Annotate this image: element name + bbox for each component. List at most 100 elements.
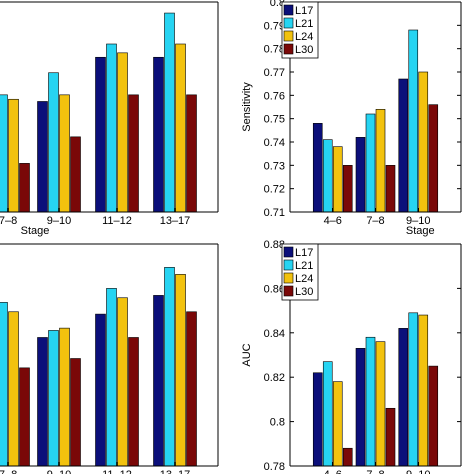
y-tick-label: 0.72: [264, 184, 285, 196]
x-tick-label: 7–8: [366, 469, 384, 474]
x-tick-label: 9–10: [47, 469, 71, 474]
legend-swatch-l17: [283, 246, 294, 258]
bar-l21-4: [164, 12, 175, 213]
bar-l24-4: [175, 274, 186, 467]
legend-swatch-l24: [283, 272, 294, 284]
bar-l30-2: [70, 136, 81, 213]
legend-label-l24: L24: [295, 273, 313, 285]
bar-l24-3: [117, 52, 128, 213]
legend-swatch-l30: [283, 285, 294, 297]
bar-l21-1: [322, 139, 333, 213]
bar-l17-3: [398, 328, 409, 467]
x-tick-label: 13–17: [160, 469, 191, 474]
bar-l30-2: [70, 358, 81, 467]
x-tick-label: 7–8: [0, 215, 17, 227]
legend-label-l21: L21: [295, 18, 313, 30]
bar-l21-2: [48, 72, 59, 213]
bar-l17-3: [95, 313, 106, 467]
y-axis-label: AUC: [241, 343, 253, 366]
bar-l17-1: [312, 372, 323, 467]
legend-label-l30: L30: [295, 44, 313, 56]
bar-l30-3: [428, 104, 439, 213]
bar-l30-3: [428, 365, 439, 467]
bar-l17-4: [153, 295, 164, 467]
bar-l17-3: [95, 56, 106, 213]
bar-l24-1: [332, 381, 343, 467]
x-tick-label: 11–12: [102, 215, 132, 227]
bar-l24-2: [375, 109, 386, 213]
bar-l21-3: [106, 43, 117, 213]
bar-l30-1: [342, 447, 353, 467]
bar-l21-1: [0, 302, 8, 467]
bar-l30-1: [19, 163, 30, 213]
x-tick-label: 11–12: [102, 469, 132, 474]
bar-l21-3: [106, 288, 117, 467]
bar-l17-2: [355, 348, 366, 467]
x-tick-label: 7–8: [0, 469, 17, 474]
bar-l17-3: [398, 78, 409, 213]
y-tick-label: 0.77: [264, 67, 285, 79]
y-tick-label: 0.71: [264, 207, 285, 219]
bar-l30-1: [342, 165, 353, 213]
legend-label-l24: L24: [295, 31, 313, 43]
bar-l17-4: [153, 56, 164, 213]
bar-l24-1: [332, 146, 343, 213]
x-tick-label: 4–6: [324, 215, 342, 227]
y-tick-label: 0.75: [264, 114, 285, 126]
bar-l24-1: [8, 311, 19, 467]
chart-panel-1: 7–8 9–10 11–12 13–17 Stage: [0, 1, 219, 237]
bar-l30-4: [186, 311, 197, 467]
bar-l24-3: [117, 297, 128, 467]
bar-l21-2: [365, 113, 376, 213]
y-tick-label: 0.84: [264, 328, 285, 340]
bar-l21-3: [408, 29, 419, 213]
y-tick-label: 0.8: [270, 417, 285, 429]
y-tick-label: 0.88: [264, 239, 285, 251]
y-tick-label: 0.86: [264, 283, 285, 295]
bar-l24-2: [375, 341, 386, 467]
bar-l21-1: [0, 94, 8, 213]
bar-l30-3: [128, 94, 139, 213]
bar-l17-1: [312, 123, 323, 213]
bar-l24-3: [418, 314, 429, 467]
y-tick-label: 0.82: [264, 372, 285, 384]
x-axis-label: Stage: [21, 225, 50, 237]
y-tick-label: 0.74: [264, 137, 285, 149]
x-tick-label: 13–17: [160, 215, 191, 227]
x-tick-label: 7–8: [366, 215, 384, 227]
bar-l21-4: [164, 267, 175, 467]
x-axis-label: Stage: [406, 225, 435, 237]
x-tick-label: 4–6: [324, 469, 342, 474]
bar-l17-2: [37, 101, 48, 213]
bar-l17-2: [355, 137, 366, 213]
legend-swatch-l21: [283, 17, 294, 29]
legend-label-l21: L21: [295, 260, 313, 272]
bar-l24-4: [175, 43, 186, 213]
legend-label-l17: L17: [295, 247, 313, 259]
y-tick-label: 0.76: [264, 90, 285, 102]
bar-l21-1: [322, 361, 333, 467]
chart-panel-4: 4–67–89–10Stage0.780.80.820.840.860.88AU…: [241, 239, 462, 474]
bar-l30-4: [186, 94, 197, 213]
bar-l24-3: [418, 71, 429, 213]
bar-l21-2: [48, 330, 59, 467]
bar-l24-2: [59, 327, 70, 467]
legend-label-l17: L17: [295, 5, 313, 17]
legend-swatch-l17: [283, 4, 294, 16]
y-tick-label: 0.78: [264, 461, 285, 473]
bar-l30-1: [19, 367, 30, 467]
bar-l30-2: [385, 407, 396, 467]
x-tick-label: 9–10: [47, 215, 71, 227]
y-tick-label: 0.79: [264, 20, 285, 32]
legend-swatch-l24: [283, 30, 294, 42]
bar-l17-2: [37, 337, 48, 467]
y-tick-label: 0.73: [264, 160, 285, 172]
legend-swatch-l30: [283, 43, 294, 55]
legend-label-l30: L30: [295, 286, 313, 298]
x-tick-label: 9–10: [406, 469, 430, 474]
bar-l21-3: [408, 312, 419, 467]
